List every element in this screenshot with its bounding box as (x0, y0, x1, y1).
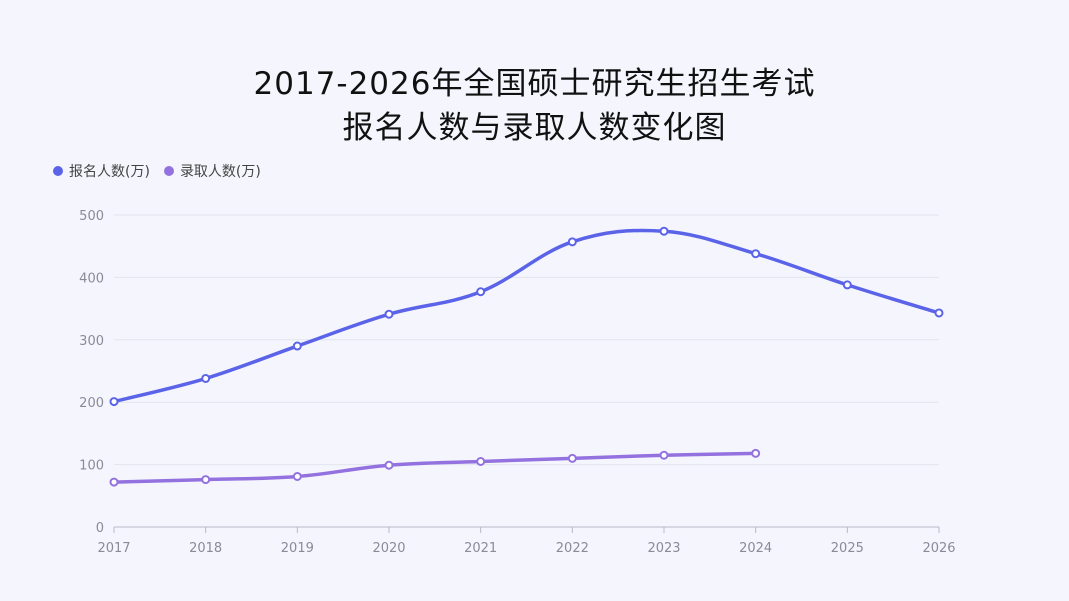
legend-item-admitted[interactable]: 录取人数(万) (163, 161, 261, 181)
data-point (751, 249, 761, 259)
x-tick-label: 2022 (556, 541, 589, 556)
x-tick-label: 2020 (372, 541, 405, 556)
data-point (201, 475, 211, 485)
data-point (659, 450, 669, 460)
data-point (842, 280, 852, 290)
data-point (292, 471, 302, 481)
legend-dot-icon (163, 166, 174, 176)
legend-dot-icon (53, 166, 63, 176)
data-point (934, 308, 944, 318)
data-point (659, 226, 669, 236)
data-point (201, 373, 211, 383)
x-tick-label: 2025 (831, 541, 864, 556)
series-line-0 (113, 228, 940, 404)
data-point (751, 448, 761, 458)
data-point (567, 237, 577, 247)
data-point (109, 397, 119, 407)
x-tick-label: 2023 (647, 541, 680, 556)
data-point (476, 456, 486, 466)
chart-subtitle: 报名人数与录取人数变化图 (342, 110, 727, 146)
y-tick-label: 300 (79, 334, 104, 349)
chart-title: 2017-2026年全国硕士研究生招生考试 (253, 66, 816, 102)
data-point (384, 309, 394, 319)
data-point (384, 460, 394, 470)
x-tick-label: 2026 (922, 541, 955, 556)
y-tick-label: 500 (79, 209, 104, 224)
y-tick-label: 0 (96, 521, 104, 536)
data-point (476, 287, 486, 297)
legend: 报名人数(万) 录取人数(万) (53, 161, 261, 181)
data-point (567, 453, 577, 463)
series-line-1 (113, 451, 756, 484)
legend-item-applicants[interactable]: 报名人数(万) (53, 161, 150, 181)
legend-label: 报名人数(万) (69, 164, 150, 180)
legend-label: 录取人数(万) (179, 164, 261, 180)
y-tick-label: 400 (79, 271, 104, 286)
x-tick-label: 2024 (739, 541, 772, 556)
y-tick-label: 100 (79, 459, 104, 474)
data-point (292, 341, 302, 351)
y-tick-label: 200 (79, 396, 104, 411)
x-tick-label: 2019 (281, 541, 314, 556)
data-point (109, 477, 119, 487)
x-tick-label: 2018 (189, 541, 222, 556)
x-tick-label: 2021 (464, 541, 497, 556)
x-tick-label: 2017 (97, 541, 130, 556)
